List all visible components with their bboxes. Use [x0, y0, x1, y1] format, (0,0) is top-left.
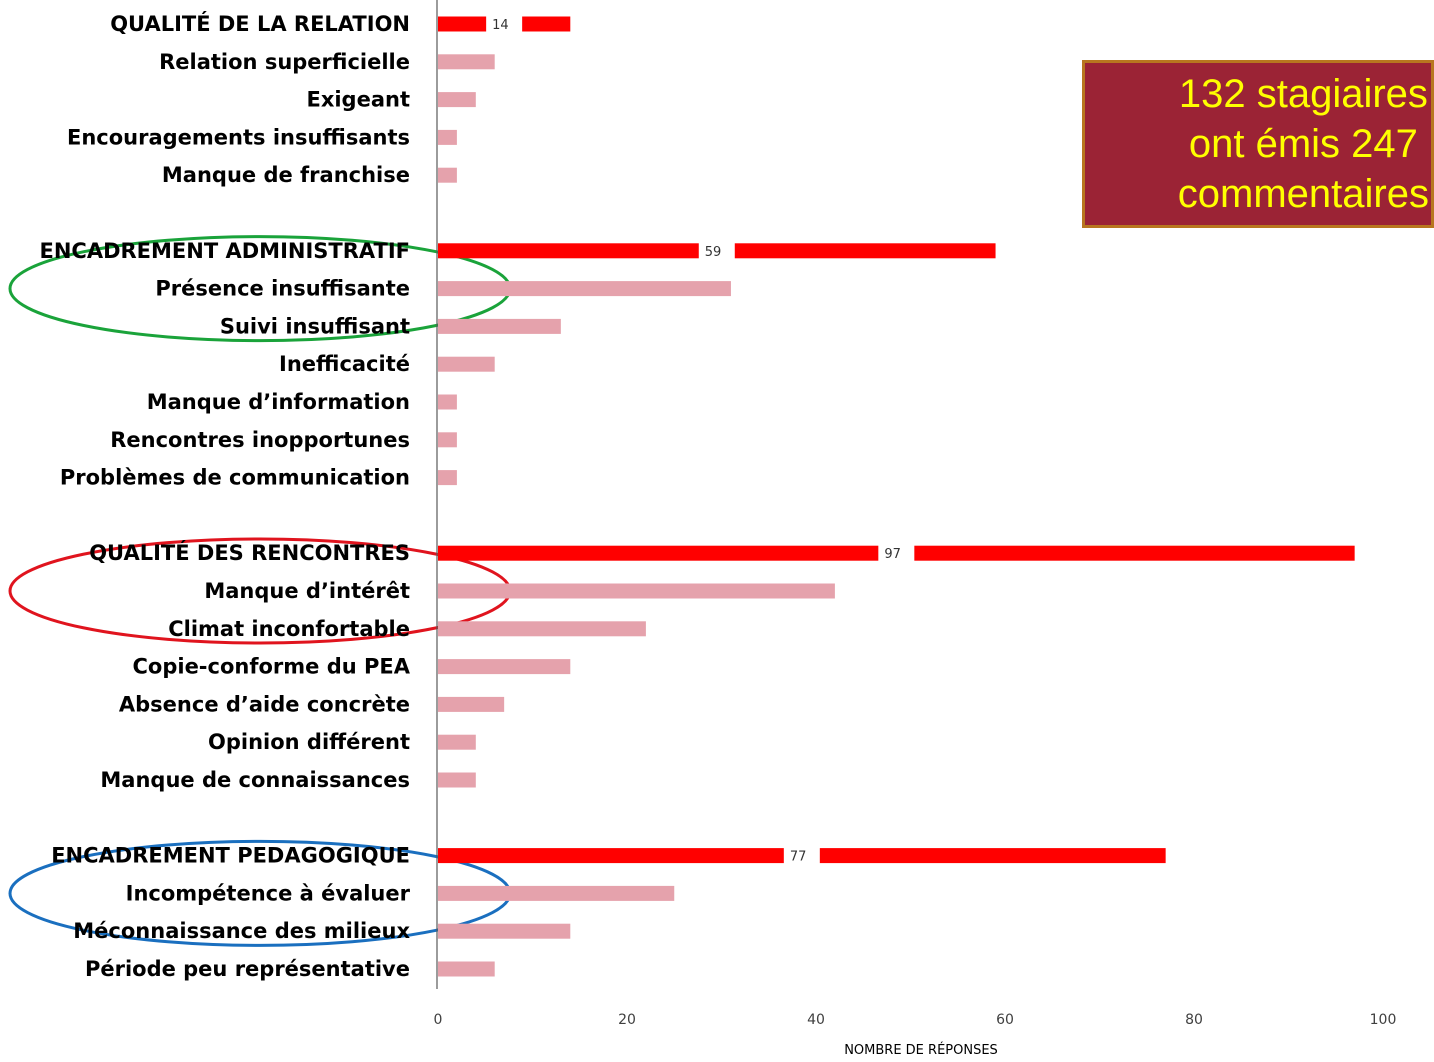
item-label: Climat inconfortable [168, 617, 410, 641]
data-label: 97 [884, 547, 901, 562]
x-tick-label: 60 [996, 1012, 1014, 1028]
group-label: ENCADREMENT ADMINISTRATIF [40, 239, 411, 263]
item-label: Présence insuffisante [155, 277, 410, 301]
x-tick-label: 0 [434, 1012, 443, 1028]
group-label: QUALITÉ DES RENCONTRES [89, 540, 410, 565]
item-bar [438, 659, 571, 675]
item-label: Exigeant [306, 88, 410, 112]
x-axis-title: NOMBRE DE RÉPONSES [844, 1042, 998, 1058]
item-bar [438, 621, 646, 637]
item-label: Absence d’aide concrète [119, 692, 410, 716]
item-bar [438, 734, 476, 750]
item-label: Encouragements insuffisants [67, 125, 410, 149]
x-tick-label: 80 [1185, 1012, 1203, 1028]
item-bar [438, 167, 457, 183]
item-label: Manque d’information [147, 390, 410, 414]
summary-callout-text: 132 stagiaires ont émis 247 commentaires [1177, 72, 1429, 216]
data-label: 59 [705, 245, 722, 260]
group-label: ENCADREMENT PEDAGOGIQUE [51, 844, 410, 868]
item-bar [438, 92, 476, 108]
x-tick-label: 100 [1370, 1012, 1397, 1028]
item-bar [438, 772, 476, 788]
item-label: Méconnaissance des milieux [73, 919, 410, 943]
category-labels: QUALITÉ DE LA RELATION Relation superfici… [40, 11, 411, 981]
item-label: Inefficacité [279, 352, 410, 376]
item-bar [438, 281, 731, 297]
item-bar [438, 696, 505, 712]
bars: 14 59 97 77 [438, 15, 1355, 977]
item-bar [438, 394, 457, 410]
data-label: 14 [492, 18, 509, 33]
item-label: Opinion différent [208, 730, 410, 754]
item-bar [438, 583, 835, 599]
data-label-box [486, 15, 523, 33]
data-label: 77 [790, 850, 807, 865]
data-label-box [698, 242, 735, 260]
item-label: Rencontres inopportunes [110, 428, 410, 452]
item-bar [438, 470, 457, 486]
item-label: Relation superficielle [159, 50, 410, 74]
item-label: Suivi insuffisant [220, 314, 410, 338]
data-label-box [783, 847, 820, 865]
item-label: Copie-conforme du PEA [133, 655, 411, 679]
item-bar [438, 885, 675, 901]
item-label: Problèmes de communication [60, 466, 410, 490]
item-bar [438, 54, 495, 70]
group-label: QUALITÉ DE LA RELATION [110, 11, 410, 36]
item-label: Manque d’intérêt [204, 579, 410, 603]
summary-callout: 132 stagiaires ont émis 247 commentaires [1082, 60, 1434, 228]
item-label: Manque de franchise [162, 163, 410, 187]
item-bar [438, 318, 561, 334]
axes: 0 20 40 60 80 100 [434, 0, 1397, 1028]
item-bar [438, 961, 495, 977]
item-label: Manque de connaissances [100, 768, 410, 792]
x-tick-label: 40 [807, 1012, 825, 1028]
item-label: Incompétence à évaluer [126, 881, 411, 905]
item-bar [438, 356, 495, 372]
data-label-box [878, 544, 915, 562]
item-label: Période peu représentative [85, 957, 410, 981]
x-tick-label: 20 [618, 1012, 636, 1028]
item-bar [438, 432, 457, 448]
item-bar [438, 129, 457, 145]
item-bar [438, 923, 571, 939]
